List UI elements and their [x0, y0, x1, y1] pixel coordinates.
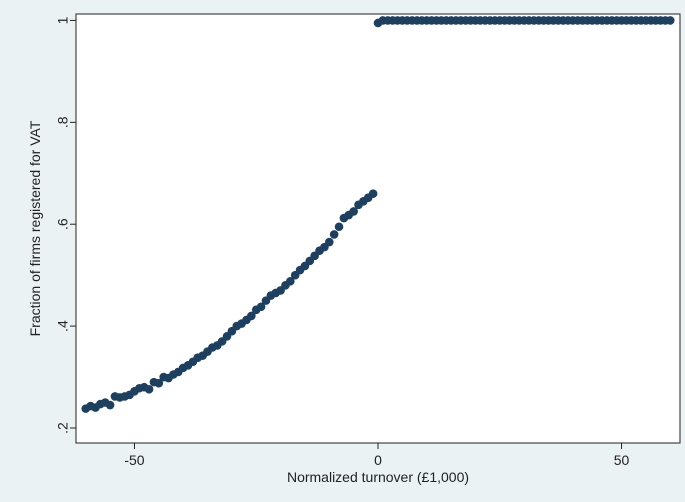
axis-ticks: -50 0 50 .2 .4 .6 .8 1 [55, 16, 630, 468]
data-point [256, 302, 266, 312]
data-point [144, 384, 154, 394]
data-point [665, 16, 675, 25]
data-point [324, 237, 334, 247]
data-point [286, 276, 295, 286]
x-tick-label: -50 [124, 452, 144, 468]
data-point [368, 189, 378, 198]
data-point [329, 230, 339, 239]
y-tick-label: 1 [55, 16, 71, 24]
data-point [105, 400, 115, 410]
data-points [81, 16, 675, 413]
y-axis-title: Fraction of firms registered for VAT [27, 120, 43, 336]
y-tick-label: .8 [55, 116, 71, 128]
x-tick-label: 0 [374, 452, 382, 468]
data-point [154, 378, 164, 388]
data-point [247, 311, 256, 321]
y-tick-label: .4 [55, 320, 71, 332]
data-point [334, 222, 344, 232]
y-tick-label: .2 [55, 422, 71, 434]
data-point [349, 207, 358, 216]
x-tick-label: 50 [614, 452, 630, 468]
x-axis-title: Normalized turnover (£1,000) [287, 469, 469, 485]
y-tick-label: .6 [55, 218, 71, 230]
